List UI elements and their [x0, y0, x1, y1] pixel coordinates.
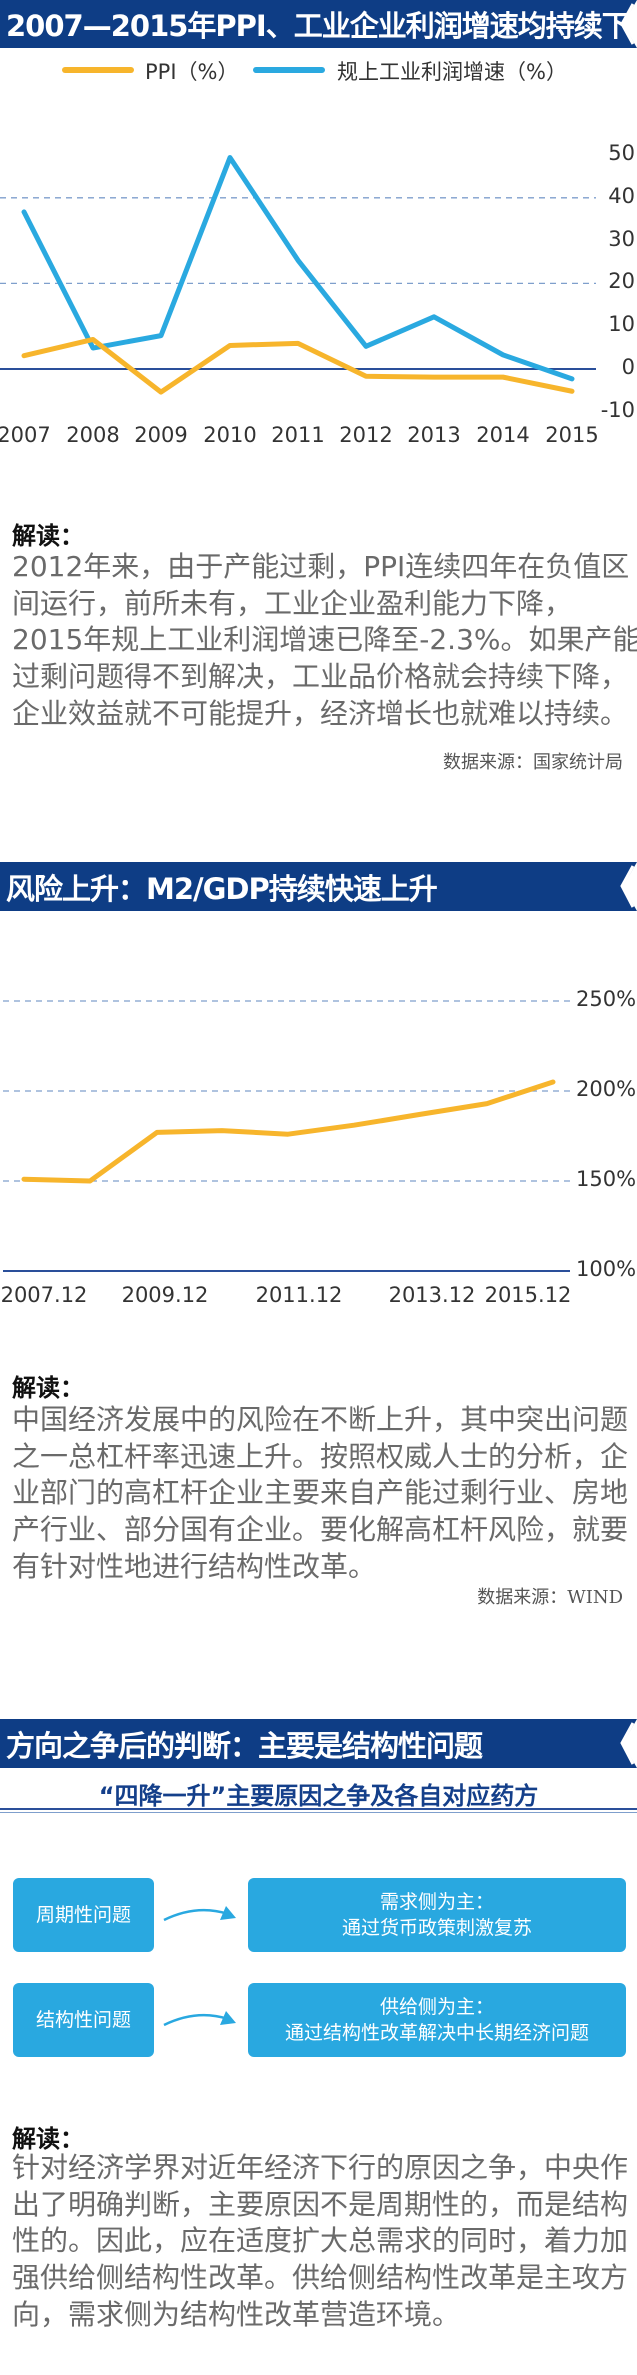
section3-title: 方向之争后的判断：主要是结构性问题 [6, 1728, 483, 1763]
x-tick-label: 2010 [203, 423, 257, 447]
text-line: 企业效益就不可能提升，经济增长也就难以持续。 [12, 696, 629, 730]
text-line: 产行业、部分国有企业。要化解高杠杆风险，就要 [12, 1513, 629, 1547]
y-tick-label: 200% [576, 1077, 637, 1101]
section2-source: 数据来源：WIND [477, 1587, 623, 1608]
text-line: 性的。因此，应在适度扩大总需求的同时，着力加 [12, 2224, 629, 2258]
x-tick-label: 2015.12 [484, 1283, 572, 1307]
y-tick-label: 30 [608, 226, 635, 251]
x-tick-label: 2011 [271, 423, 325, 447]
arrow-right-icon [163, 2011, 236, 2027]
section2-header: 风险上升：M2/GDP持续快速上升 [0, 862, 637, 911]
text-line: 有针对性地进行结构性改革。 [12, 1549, 377, 1583]
y-tick-label: 100% [576, 1257, 637, 1281]
text-line: 间运行，前所未有，工业企业盈利能力下降， [12, 586, 573, 620]
m2-gdp-line [21, 1079, 556, 1184]
text-line: 业部门的高杠杆企业主要来自产能过剩行业、房地 [12, 1476, 629, 1510]
y-tick-label: 250% [576, 987, 637, 1011]
text-line: 之一总杠杆率迅速上升。按照权威人士的分析，企 [12, 1439, 629, 1473]
y-tick-label: 20 [608, 269, 635, 294]
chevron-left-icon [620, 1722, 635, 1765]
legend-profit-label: 规上工业利润增速（%） [337, 60, 567, 84]
x-tick-label: 2009.12 [121, 1283, 209, 1307]
y-tick-label: 40 [608, 183, 635, 208]
section1-interp-text: 2012年来，由于产能过剩，PPI连续四年在负值区 间运行，前所未有，工业企业盈… [12, 549, 637, 732]
text-line: 过剩问题得不到解决，工业品价格就会持续下降， [12, 660, 629, 694]
text-line: 强供给侧结构性改革。供给侧结构性改革是主攻方 [12, 2261, 629, 2295]
text-line: 出了明确判断，主要原因不是周期性的，而是结构 [12, 2187, 629, 2221]
y-tick-label: 50 [608, 141, 635, 165]
problem-label: 周期性问题 [35, 1904, 131, 1926]
chart2-plot [3, 1000, 570, 1272]
chart1-plot [0, 155, 596, 395]
x-tick-label: 2008 [66, 423, 120, 447]
remedy-body: 通过货币政策刺激复苏 [341, 1917, 532, 1939]
problem-box-cyclical: 周期性问题 [13, 1878, 154, 1952]
legend-ppi-swatch [62, 67, 134, 73]
problem-box-structural: 结构性问题 [13, 1983, 154, 2057]
chevron-left-icon [620, 865, 635, 908]
y-tick-label: -10 [600, 397, 635, 422]
chevron-left-icon [620, 3, 635, 45]
remedy-body: 通过结构性改革解决中长期经济问题 [284, 2022, 589, 2044]
section3-interp-text: 针对经济学界对近年经济下行的原因之争，中央作 出了明确判断，主要原因不是周期性的… [12, 2150, 632, 2333]
section1-title: 2007—2015年PPI、工业企业利润增速均持续下行 [6, 9, 637, 43]
subtitle-divider [0, 1808, 637, 1810]
text-line: 向，需求侧为结构性改革营造环境。 [12, 2297, 461, 2331]
x-tick-label: 2007.12 [0, 1283, 88, 1307]
x-tick-label: 2014 [476, 423, 530, 447]
subtitle-divider [0, 1812, 637, 1813]
text-line: 2012年来，由于产能过剩，PPI连续四年在负值区 [12, 550, 630, 583]
section2-interp-label: 解读： [12, 1374, 84, 1402]
text-line: 中国经济发展中的风险在不断上升，其中突出问题 [12, 1403, 629, 1436]
section1-header: 2007—2015年PPI、工业企业利润增速均持续下行 [0, 0, 637, 48]
section3-subtitle: “四降一升”主要原因之争及各自对应药方 [98, 1782, 539, 1810]
y-tick-label: 10 [608, 312, 635, 337]
remedy-title: 供给侧为主： [379, 1996, 494, 2018]
x-tick-label: 2013.12 [388, 1283, 476, 1307]
x-tick-label: 2013 [407, 423, 461, 447]
section3-interp-label: 解读： [12, 2125, 84, 2153]
section1-interp-label: 解读： [12, 522, 84, 550]
remedy-box-supply: 供给侧为主： 通过结构性改革解决中长期经济问题 [248, 1983, 626, 2057]
section3-header: 方向之争后的判断：主要是结构性问题 [0, 1719, 637, 1768]
remedy-box-demand: 需求侧为主： 通过货币政策刺激复苏 [248, 1878, 626, 1952]
section1-source: 数据来源：国家统计局 [443, 752, 623, 773]
x-tick-label: 2011.12 [255, 1283, 343, 1307]
y-tick-label: 150% [576, 1167, 637, 1191]
text-line: 针对经济学界对近年经济下行的原因之争，中央作 [12, 2151, 629, 2184]
legend-ppi-label: PPI（%） [145, 60, 239, 84]
section2-interp-text: 中国经济发展中的风险在不断上升，其中突出问题 之一总杠杆率迅速上升。按照权威人士… [12, 1402, 632, 1585]
text-line: 2015年规上工业利润增速已降至-2.3%。如果产能 [12, 623, 637, 657]
remedy-title: 需求侧为主： [379, 1891, 494, 1913]
x-tick-label: 2012 [339, 423, 393, 447]
x-tick-label: 2007 [0, 423, 51, 447]
problem-label: 结构性问题 [35, 2009, 131, 2031]
x-tick-label: 2009 [134, 423, 188, 447]
legend-profit-swatch [253, 67, 325, 73]
x-tick-label: 2015 [545, 423, 599, 447]
y-tick-label: 0 [621, 355, 635, 379]
arrow-right-icon [163, 1906, 236, 1922]
section2-title: 风险上升：M2/GDP持续快速上升 [6, 871, 437, 906]
